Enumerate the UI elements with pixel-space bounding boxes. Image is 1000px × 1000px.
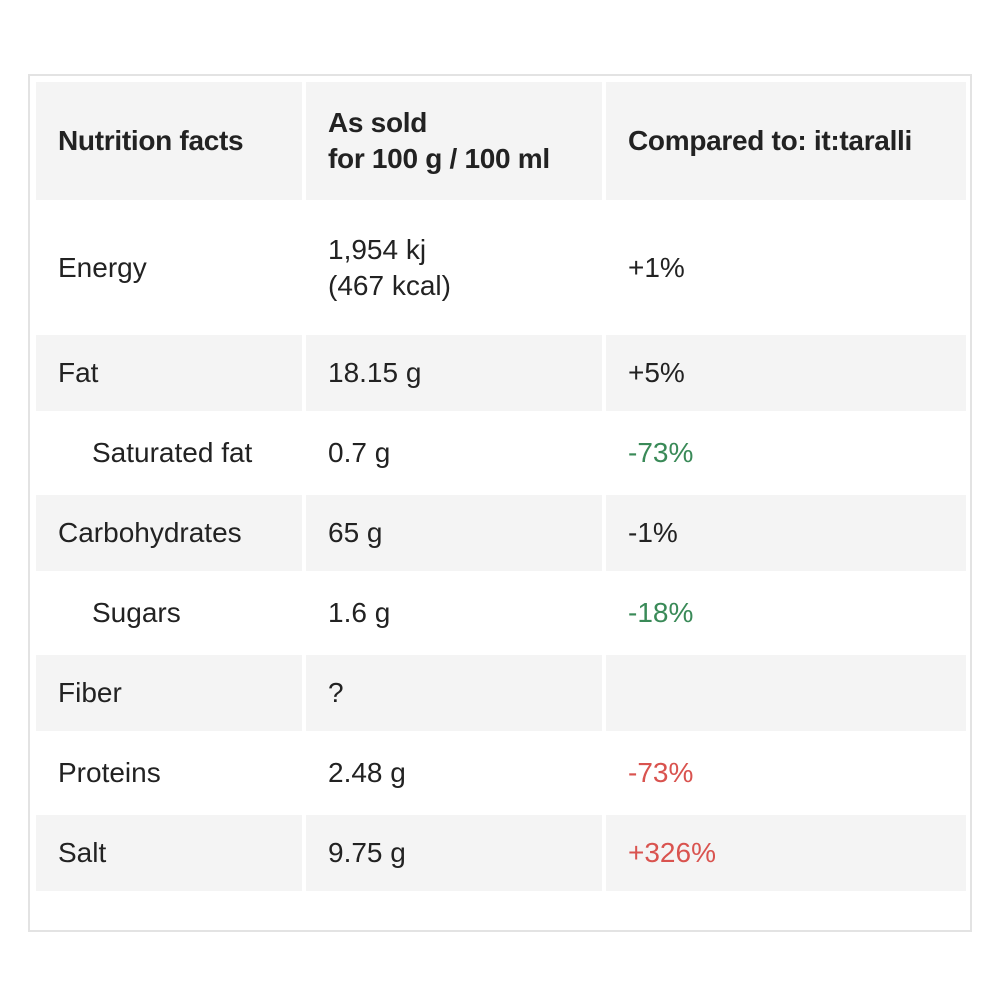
comparison-value: -73% xyxy=(606,415,966,491)
comparison-value: +326% xyxy=(606,815,966,891)
header-as-sold-line1: As sold xyxy=(328,107,428,138)
header-as-sold: As sold for 100 g / 100 ml xyxy=(306,82,602,200)
nutrient-value: 0.7 g xyxy=(306,415,602,491)
nutrient-value: ? xyxy=(306,655,602,731)
nutrient-name: Proteins xyxy=(36,735,302,811)
header-nutrition-facts: Nutrition facts xyxy=(36,82,302,200)
nutrition-facts-table: Nutrition facts As sold for 100 g / 100 … xyxy=(32,78,970,895)
nutrient-value: 18.15 g xyxy=(306,335,602,411)
table-row-energy: Energy 1,954 kj (467 kcal) +1% xyxy=(36,204,966,331)
nutrient-value: 9.75 g xyxy=(306,815,602,891)
table-row-proteins: Proteins 2.48 g -73% xyxy=(36,735,966,811)
nutrient-name: Carbohydrates xyxy=(36,495,302,571)
nutrient-name: Sugars xyxy=(36,575,302,651)
comparison-value xyxy=(606,655,966,731)
table-row-fat: Fat 18.15 g +5% xyxy=(36,335,966,411)
nutrient-name: Fat xyxy=(36,335,302,411)
comparison-value: -73% xyxy=(606,735,966,811)
header-compared-to: Compared to: it:taralli xyxy=(606,82,966,200)
table-row-carbohydrates: Carbohydrates 65 g -1% xyxy=(36,495,966,571)
energy-kcal: (467 kcal) xyxy=(328,269,451,301)
comparison-value: -1% xyxy=(606,495,966,571)
nutrient-value: 65 g xyxy=(306,495,602,571)
nutrient-name: Energy xyxy=(36,204,302,331)
table-row-fiber: Fiber ? xyxy=(36,655,966,731)
comparison-value: -18% xyxy=(606,575,966,651)
table-header-row: Nutrition facts As sold for 100 g / 100 … xyxy=(36,82,966,200)
nutrient-value: 1.6 g xyxy=(306,575,602,651)
header-as-sold-line2: for 100 g / 100 ml xyxy=(328,143,550,174)
nutrition-facts-table-frame: Nutrition facts As sold for 100 g / 100 … xyxy=(28,74,972,932)
nutrient-value: 1,954 kj (467 kcal) xyxy=(306,204,602,331)
nutrient-name: Fiber xyxy=(36,655,302,731)
nutrient-value: 2.48 g xyxy=(306,735,602,811)
table-row-sugars: Sugars 1.6 g -18% xyxy=(36,575,966,651)
table-row-salt: Salt 9.75 g +326% xyxy=(36,815,966,891)
nutrient-name: Salt xyxy=(36,815,302,891)
energy-kj: 1,954 kj xyxy=(328,233,427,265)
comparison-value: +5% xyxy=(606,335,966,411)
table-row-saturated-fat: Saturated fat 0.7 g -73% xyxy=(36,415,966,491)
nutrient-name: Saturated fat xyxy=(36,415,302,491)
comparison-value: +1% xyxy=(606,204,966,331)
